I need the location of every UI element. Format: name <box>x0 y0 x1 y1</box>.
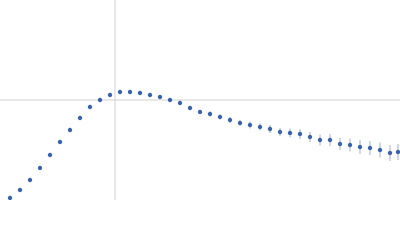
point <box>137 90 143 96</box>
point <box>177 100 183 106</box>
point <box>237 120 243 126</box>
point <box>395 149 400 155</box>
point <box>357 144 363 150</box>
point <box>307 134 313 140</box>
point <box>197 109 203 115</box>
point <box>27 177 33 183</box>
point <box>187 105 193 111</box>
point <box>247 122 253 128</box>
chart <box>0 0 400 200</box>
point <box>227 117 233 123</box>
point <box>207 111 213 117</box>
point <box>117 89 123 95</box>
point <box>147 92 153 98</box>
point <box>347 142 353 148</box>
point <box>327 137 333 143</box>
point <box>97 97 103 103</box>
point <box>257 124 263 130</box>
point <box>7 195 13 200</box>
point <box>317 137 323 143</box>
point <box>127 89 133 95</box>
point <box>77 115 83 121</box>
point <box>107 92 113 98</box>
point <box>67 127 73 133</box>
point <box>287 130 293 136</box>
point <box>167 97 173 103</box>
point <box>297 131 303 137</box>
point <box>57 139 63 145</box>
point <box>267 126 273 132</box>
point <box>337 141 343 147</box>
point <box>367 145 373 151</box>
point <box>87 104 93 110</box>
point <box>17 187 23 193</box>
point <box>37 165 43 171</box>
point <box>217 114 223 120</box>
point <box>157 94 163 100</box>
point <box>387 150 393 156</box>
point <box>377 147 383 153</box>
point <box>277 129 283 135</box>
point <box>47 152 53 158</box>
